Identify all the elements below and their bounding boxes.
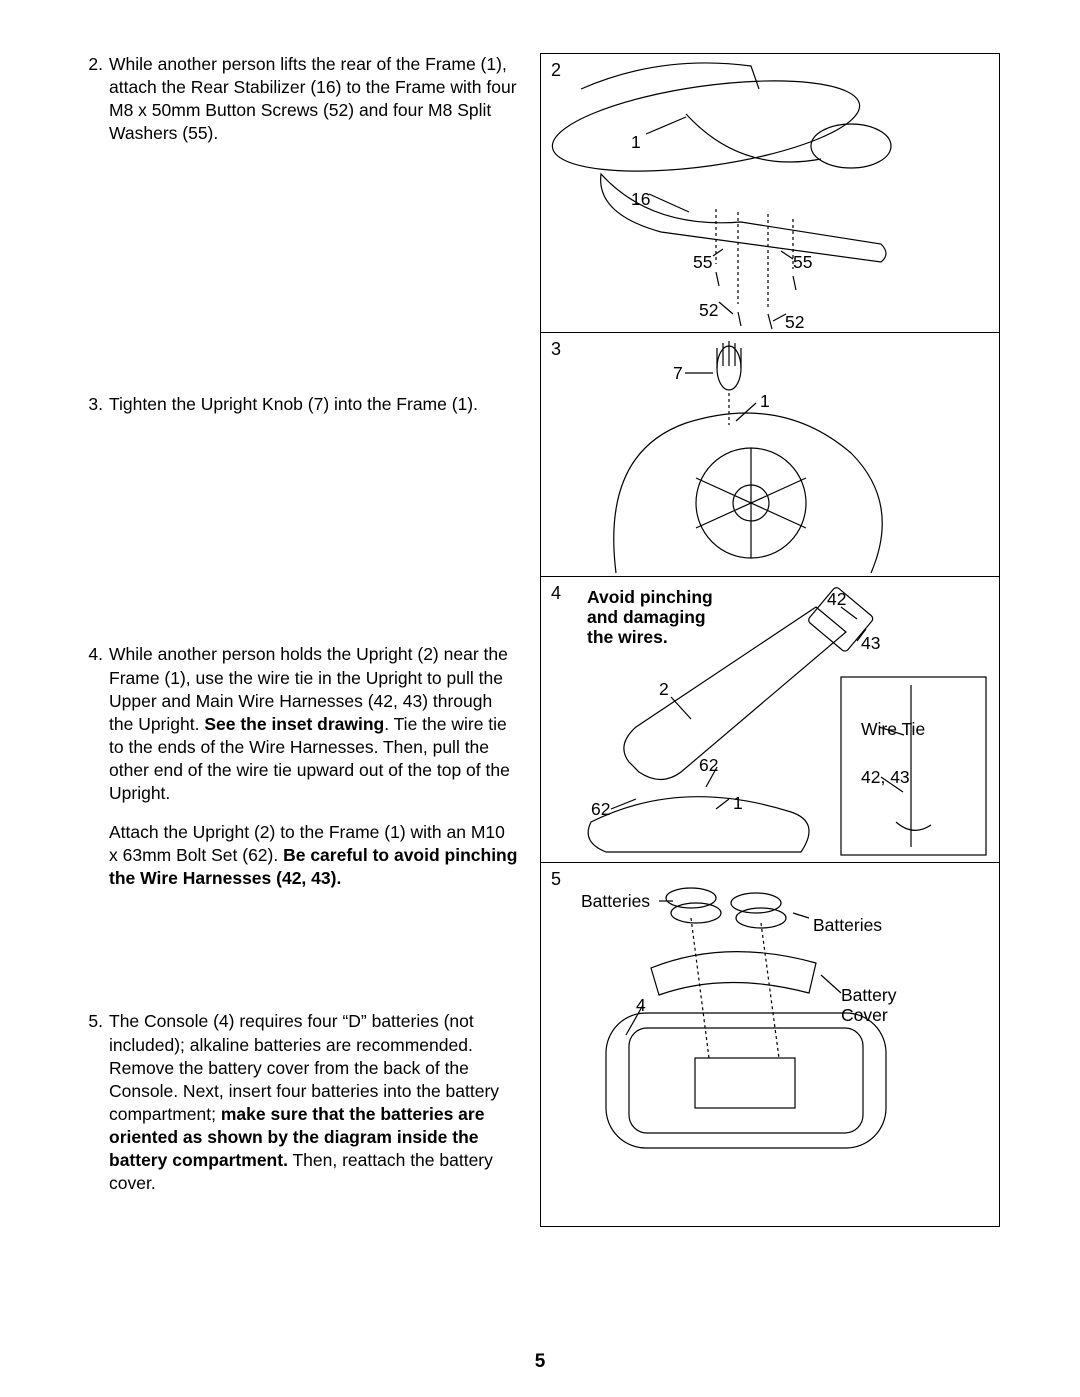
page-number: 5 — [0, 1351, 1080, 1373]
text-run: While another person lifts the rear of t… — [109, 54, 517, 143]
warning-line1: Avoid pinching — [587, 587, 713, 608]
text-run: Tighten the Upright Knob (7) into the Fr… — [109, 394, 478, 414]
callout-batteries-right: Batteries — [813, 915, 882, 936]
callout-16: 16 — [631, 189, 650, 210]
step-body: While another person lifts the rear of t… — [109, 53, 518, 161]
callout-52a: 52 — [699, 300, 718, 321]
step-number: 2. — [80, 53, 109, 161]
callout-1: 1 — [733, 793, 743, 814]
step-number: 4. — [80, 643, 109, 906]
spacer — [80, 448, 518, 643]
diagram-placeholder — [541, 333, 1001, 577]
figure-step-5: 5 Bat — [541, 863, 999, 1168]
callout-62b: 62 — [591, 799, 610, 820]
figure-step-2: 2 — [541, 54, 999, 333]
callout-1: 1 — [631, 132, 641, 153]
assembly-step: 3.Tighten the Upright Knob (7) into the … — [80, 393, 518, 432]
figure-step-3: 3 7 1 — [541, 333, 999, 577]
callout-batteries-left: Batteries — [581, 891, 650, 912]
callout-1: 1 — [760, 391, 770, 412]
step-body: While another person holds the Upright (… — [109, 643, 518, 906]
warning-line2: and damaging — [587, 607, 706, 628]
step-body: Tighten the Upright Knob (7) into the Fr… — [109, 393, 518, 432]
step-number: 3. — [80, 393, 109, 432]
assembly-step: 2.While another person lifts the rear of… — [80, 53, 518, 161]
assembly-step: 5.The Console (4) requires four “D” batt… — [80, 1010, 518, 1211]
step-paragraph: Tighten the Upright Knob (7) into the Fr… — [109, 393, 518, 416]
figure-step-4: 4 Avoid pinching — [541, 577, 999, 863]
callout-2: 2 — [659, 679, 669, 700]
step-paragraph: Attach the Upright (2) to the Frame (1) … — [109, 821, 518, 890]
callout-43: 43 — [861, 633, 880, 654]
callout-4: 4 — [636, 995, 646, 1016]
step-paragraph: The Console (4) requires four “D” batter… — [109, 1010, 518, 1195]
step-body: The Console (4) requires four “D” batter… — [109, 1010, 518, 1211]
spacer — [80, 922, 518, 1010]
callout-battery-cover-l1: Battery — [841, 985, 896, 1006]
callout-7: 7 — [673, 363, 683, 384]
callout-62a: 62 — [699, 755, 718, 776]
spacer — [80, 177, 518, 393]
callout-42-43: 42, 43 — [861, 767, 910, 788]
callout-55b: 55 — [793, 252, 812, 273]
callout-wiretie: Wire Tie — [861, 719, 925, 740]
callout-42: 42 — [827, 589, 846, 610]
callout-52b: 52 — [785, 312, 804, 333]
warning-line3: the wires. — [587, 627, 668, 648]
diagram-placeholder — [541, 54, 1001, 333]
instructions-column: 2.While another person lifts the rear of… — [80, 53, 518, 1227]
figures-column: 2 — [540, 53, 1000, 1227]
step-number: 5. — [80, 1010, 109, 1211]
callout-55a: 55 — [693, 252, 712, 273]
assembly-step: 4.While another person holds the Upright… — [80, 643, 518, 906]
step-paragraph: While another person holds the Upright (… — [109, 643, 518, 805]
text-run: See the inset drawing — [204, 714, 384, 734]
callout-battery-cover-l2: Cover — [841, 1005, 888, 1026]
step-paragraph: While another person lifts the rear of t… — [109, 53, 518, 145]
